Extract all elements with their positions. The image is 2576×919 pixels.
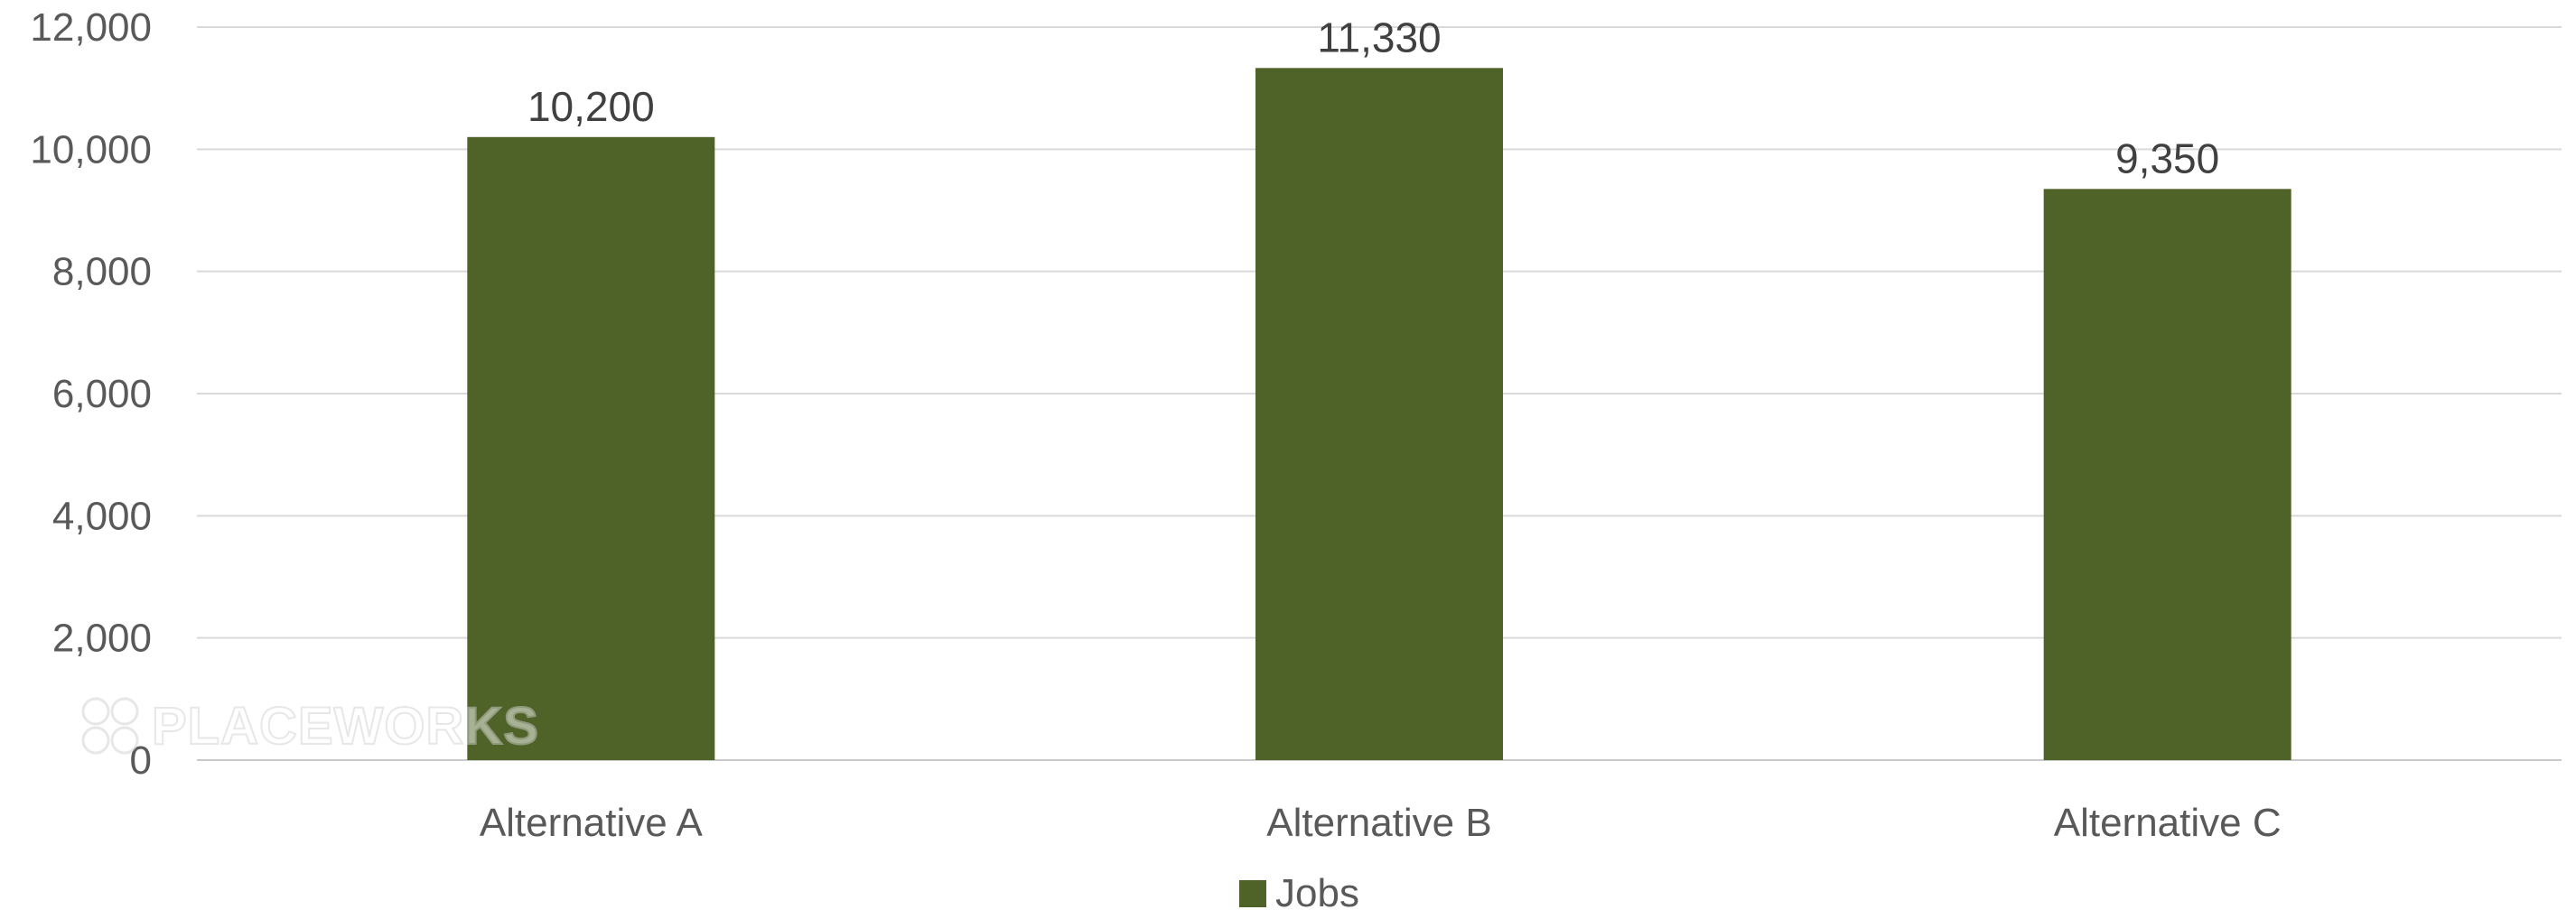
category-label: Alternative A bbox=[480, 801, 704, 845]
y-tick-label: 10,000 bbox=[30, 127, 152, 172]
placeworks-logo-icon bbox=[81, 697, 139, 755]
y-tick-label: 8,000 bbox=[52, 250, 152, 294]
legend-swatch bbox=[1239, 880, 1266, 907]
bars bbox=[467, 68, 2291, 761]
bar-alternative-a bbox=[467, 136, 715, 761]
data-label: 10,200 bbox=[527, 83, 655, 130]
watermark-text: PLACEWORKS bbox=[151, 696, 539, 757]
bar-alternative-c bbox=[2043, 189, 2291, 761]
bar-alternative-b bbox=[1255, 68, 1503, 760]
y-tick-label: 4,000 bbox=[52, 494, 152, 538]
y-tick-label: 6,000 bbox=[52, 372, 152, 416]
y-tick-label: 0 bbox=[130, 738, 152, 783]
legend: Jobs bbox=[1239, 874, 1359, 914]
legend-label-jobs: Jobs bbox=[1275, 871, 1359, 915]
watermark: PLACEWORKS bbox=[76, 692, 539, 760]
x-axis-category-labels: Alternative A Alternative B Alternative C bbox=[480, 801, 2282, 845]
category-label: Alternative B bbox=[1266, 801, 1491, 845]
y-tick-label: 2,000 bbox=[52, 617, 152, 661]
data-labels: 10,200 11,330 9,350 bbox=[527, 14, 2219, 181]
y-axis-tick-labels: 0 2,000 4,000 6,000 8,000 10,000 12,000 bbox=[30, 5, 152, 783]
data-label: 11,330 bbox=[1317, 14, 1441, 60]
category-label: Alternative C bbox=[2054, 801, 2282, 845]
data-label: 9,350 bbox=[2115, 135, 2219, 181]
y-tick-label: 12,000 bbox=[30, 5, 152, 50]
